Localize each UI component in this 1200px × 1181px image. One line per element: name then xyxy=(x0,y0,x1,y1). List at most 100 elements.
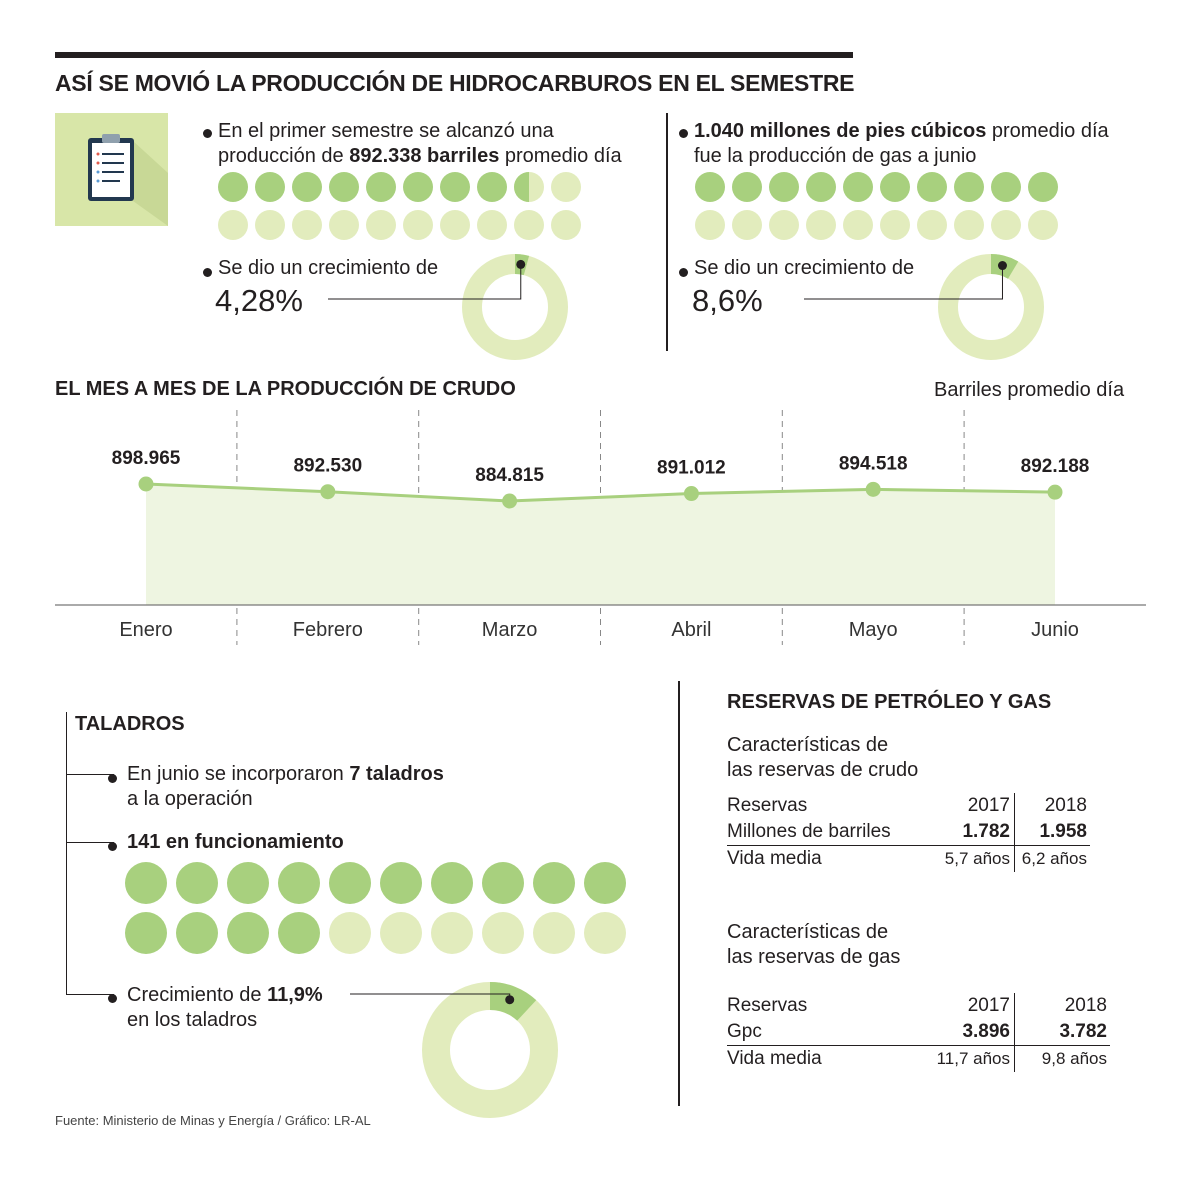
gas-dot-4 xyxy=(806,172,836,202)
gas-2018-value: 3.782 xyxy=(1014,1019,1110,1046)
rigs-growth-donut xyxy=(350,982,558,1118)
oil-growth-label: Se dio un crecimiento de xyxy=(218,257,439,279)
gas-dot-10 xyxy=(1028,172,1058,202)
crude-reserves-table: Reservas 2017 2018 Millones de barriles … xyxy=(727,793,1090,872)
oil-leader-line xyxy=(328,264,522,300)
gas-growth-label: Se dio un crecimiento de xyxy=(694,257,915,279)
reserves-divider xyxy=(678,681,680,1106)
oil-dot-5 xyxy=(366,172,396,202)
gas-donut-ring xyxy=(938,254,1044,360)
rigs-growth-value: 11,9% xyxy=(267,984,323,1006)
data-point-marzo xyxy=(502,493,518,509)
rigs-dot-10 xyxy=(584,862,626,904)
rigs-dot-13 xyxy=(227,912,269,954)
title-rule xyxy=(55,52,853,58)
rigs-dot-8 xyxy=(482,862,524,904)
gas-dot-6 xyxy=(880,172,910,202)
rigs-dot-6 xyxy=(380,862,422,904)
oil-dot-16 xyxy=(403,210,433,240)
rigs-dot-19 xyxy=(533,912,575,954)
rigs-operating-text: 141 en funcionamiento xyxy=(127,831,344,853)
gas-dot-15 xyxy=(843,210,873,240)
oil-production-text: En el primer semestre se alcanzó una pro… xyxy=(218,119,622,169)
rigs-new-text: En junio se incorporaron 7 taladros a la… xyxy=(127,763,444,810)
data-point-abril xyxy=(683,486,699,502)
rigs-dot-18 xyxy=(482,912,524,954)
rigs-dot-14 xyxy=(278,912,320,954)
gas-dot-18 xyxy=(954,210,984,240)
rigs-dot-15 xyxy=(329,912,371,954)
data-point-junio xyxy=(1047,484,1063,500)
production-area xyxy=(146,484,1055,605)
crude-reserves-subtitle: Características de las reservas de crudo xyxy=(727,734,919,781)
data-point-enero xyxy=(138,476,154,492)
rigs-title: TALADROS xyxy=(75,713,185,735)
oil-dot-8 xyxy=(477,172,507,202)
rigs-dot-2 xyxy=(176,862,218,904)
reserves-title: RESERVAS DE PETRÓLEO Y GAS xyxy=(727,691,1052,713)
rigs-dot-1 xyxy=(125,862,167,904)
oil-leader-dot xyxy=(516,259,526,269)
oil-dot-10 xyxy=(551,172,581,202)
gas-dot-14 xyxy=(806,210,836,240)
gas-dot-9 xyxy=(991,172,1021,202)
month-label-enero: Enero xyxy=(119,619,172,641)
data-point-mayo xyxy=(865,481,881,497)
value-label-enero: 898.965 xyxy=(112,448,181,469)
monthly-production-chart: 898.965 Enero 892.530 Febrero 884.815 Marzo 89… xyxy=(55,410,1146,645)
gas-dot-grid xyxy=(695,172,1058,240)
oil-growth-dot xyxy=(203,264,212,282)
oil-growth-donut xyxy=(328,254,568,360)
rigs-dot-12 xyxy=(176,912,218,954)
monthly-chart-title: EL MES A MES DE LA PRODUCCIÓN DE CRUDO xyxy=(55,378,516,400)
oil-text-line2: producción de 892.338 barriles promedio … xyxy=(218,145,622,167)
oil-dot-19 xyxy=(514,210,544,240)
oil-dot-4 xyxy=(329,172,359,202)
value-label-junio: 892.188 xyxy=(1021,456,1090,477)
gas-dot-17 xyxy=(917,210,947,240)
crude-2018-value: 1.958 xyxy=(1014,819,1090,846)
gas-dot-5 xyxy=(843,172,873,202)
rigs-dot-grid xyxy=(125,862,626,954)
rigs-dot-16 xyxy=(380,912,422,954)
month-label-mayo: Mayo xyxy=(849,619,898,641)
rigs-dot-20 xyxy=(584,912,626,954)
oil-dot-18 xyxy=(477,210,507,240)
gas-text-line2: fue la producción de gas a junio xyxy=(694,145,977,167)
rigs-connector-2 xyxy=(66,842,114,843)
month-label-febrero: Febrero xyxy=(293,619,363,641)
rigs-bracket-line xyxy=(66,712,67,994)
gas-leader-line xyxy=(804,265,1003,300)
clipboard-icon xyxy=(55,113,168,226)
oil-growth-value: 4,28% xyxy=(215,283,303,318)
oil-dot-2 xyxy=(255,172,285,202)
rigs-dot-3 xyxy=(227,862,269,904)
page-title: ASÍ SE MOVIÓ LA PRODUCCIÓN DE HIDROCARBU… xyxy=(55,70,855,96)
production-line xyxy=(145,482,1056,503)
oil-dot-12 xyxy=(255,210,285,240)
gas-text-line1: 1.040 millones de pies cúbicos promedio … xyxy=(694,120,1109,142)
gas-dot-11 xyxy=(695,210,725,240)
value-label-mayo: 894.518 xyxy=(839,453,908,474)
gas-dot-20 xyxy=(1028,210,1058,240)
value-label-marzo: 884.815 xyxy=(475,465,544,486)
rigs-connector-3 xyxy=(66,994,114,995)
monthly-chart-unit: Barriles promedio día xyxy=(934,379,1125,401)
rigs-dot-9 xyxy=(533,862,575,904)
gas-dot-7 xyxy=(917,172,947,202)
gas-dot-2 xyxy=(732,172,762,202)
month-label-junio: Junio xyxy=(1031,619,1079,641)
oil-dot-11 xyxy=(218,210,248,240)
gas-reserves-subtitle: Características de las reservas de gas xyxy=(727,921,901,968)
oil-dot-7 xyxy=(440,172,470,202)
gas-dot-16 xyxy=(880,210,910,240)
oil-dot-6 xyxy=(403,172,433,202)
oil-bullet-dot xyxy=(203,125,212,143)
crude-2017-value: 1.782 xyxy=(962,821,1010,842)
gas-dot-13 xyxy=(769,210,799,240)
rigs-dot-17 xyxy=(431,912,473,954)
oil-dot-20 xyxy=(551,210,581,240)
rigs-bullet-1 xyxy=(108,770,117,788)
gas-growth-value: 8,6% xyxy=(692,283,763,318)
oil-production-value: 892.338 barriles xyxy=(349,145,500,167)
